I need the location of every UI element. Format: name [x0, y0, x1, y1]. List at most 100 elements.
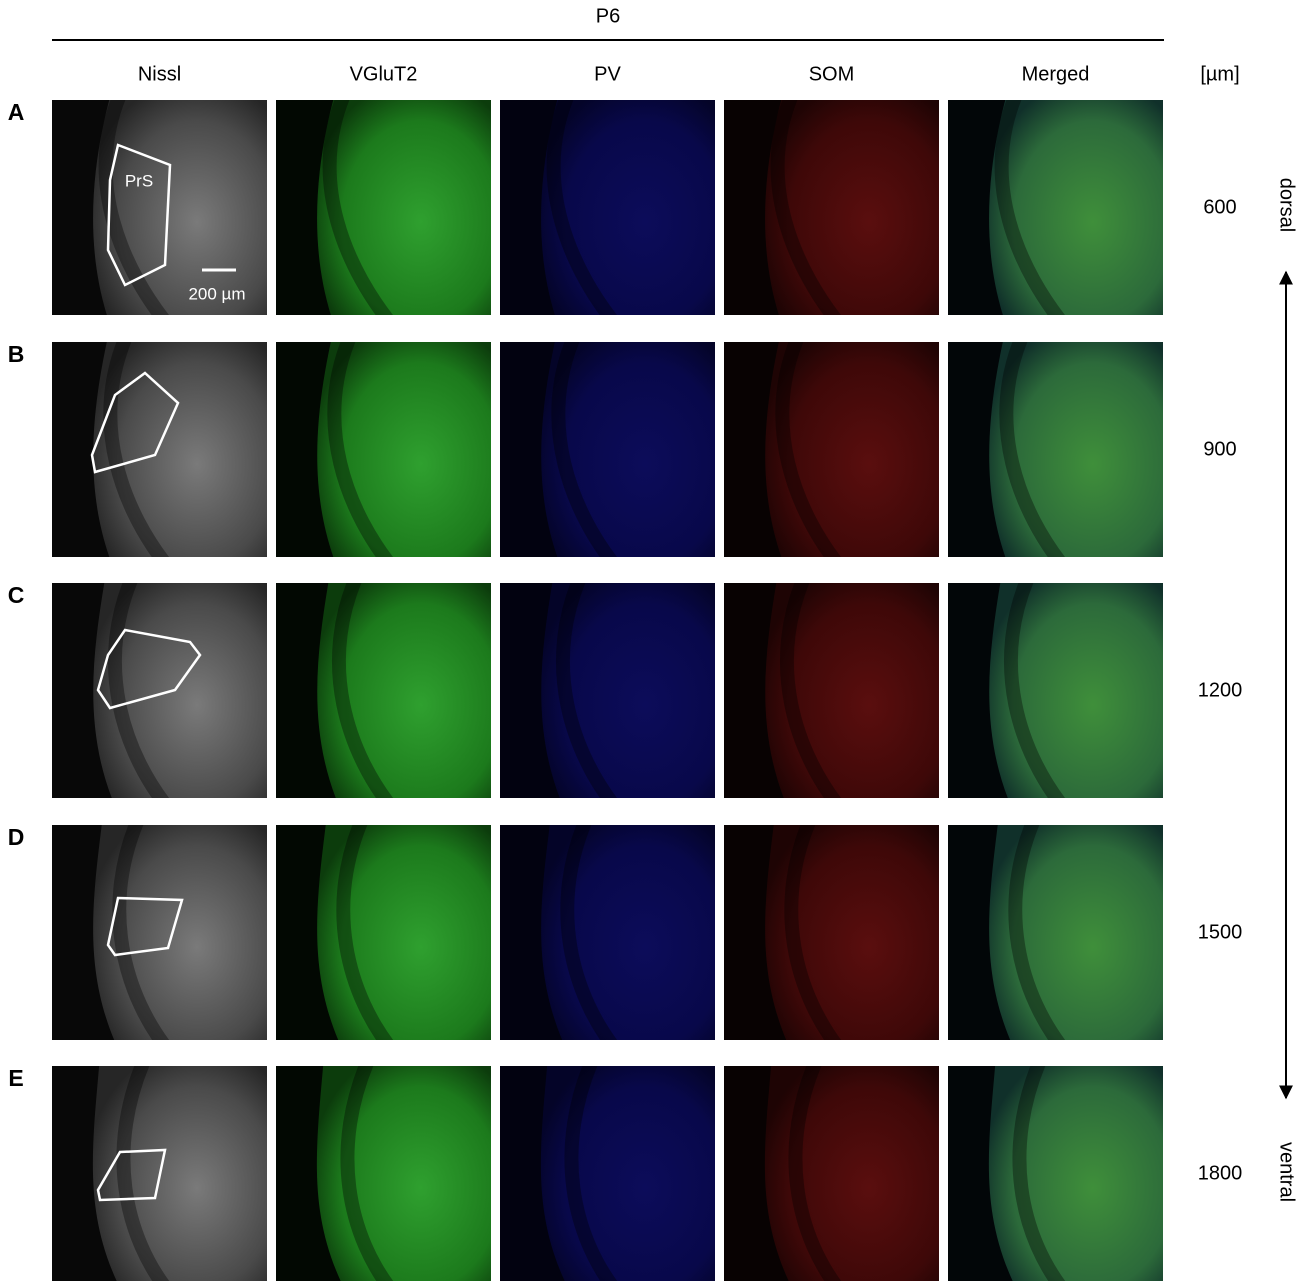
image-panel [724, 583, 939, 798]
image-panel [724, 825, 939, 1040]
tissue-band [564, 1066, 618, 1281]
column-header: VGluT2 [350, 63, 418, 85]
tissue-band [788, 1066, 842, 1281]
tissue [989, 825, 1163, 1040]
depth-label: 600 [1203, 196, 1236, 218]
tissue-band [551, 342, 618, 557]
prs-outline [106, 896, 184, 957]
tissue-band [994, 100, 1065, 315]
depth-label: 1500 [1198, 921, 1243, 943]
dorsal-label: dorsal [1276, 178, 1298, 232]
panel-annotations: PrS 200 µm [125, 171, 246, 303]
tissue-band [1008, 825, 1066, 1040]
tissue [540, 1066, 715, 1281]
row-letter: D [8, 824, 25, 850]
tissue [989, 342, 1163, 557]
unit-label: [µm] [1200, 63, 1239, 85]
header-title: P6 [596, 5, 620, 27]
image-panel [724, 100, 939, 315]
tissue-band [332, 583, 394, 798]
image-panel [500, 583, 715, 798]
tissue-band [556, 583, 618, 798]
image-panel [276, 825, 491, 1040]
tissue [317, 342, 491, 557]
tissue-band [780, 583, 842, 798]
image-panel [276, 100, 491, 315]
tissue-band [340, 1066, 394, 1281]
tissue-band [1012, 1066, 1066, 1281]
depth-label: 1800 [1198, 1162, 1243, 1184]
tissue-band [98, 100, 169, 315]
tissue [317, 583, 491, 798]
tissue [765, 825, 939, 1040]
tissue [316, 1066, 491, 1281]
tissue-band [784, 825, 842, 1040]
image-panel [500, 825, 715, 1040]
image-panel [500, 1066, 715, 1281]
tissue-band [775, 342, 842, 557]
tissue-band [112, 825, 170, 1040]
tissue [989, 583, 1163, 798]
image-panel [948, 1066, 1163, 1281]
ventral-label: ventral [1276, 1142, 1298, 1202]
image-panel [276, 583, 491, 798]
image-panel [948, 342, 1163, 557]
column-header: SOM [809, 63, 855, 85]
tissue [317, 100, 491, 315]
image-panel [276, 342, 491, 557]
tissue [765, 583, 939, 798]
tissue [92, 1066, 267, 1281]
image-panel [52, 342, 267, 557]
tissue-band [103, 342, 170, 557]
tissue-band [546, 100, 617, 315]
tissue [317, 825, 491, 1040]
row-letter: C [8, 582, 25, 608]
tissue [765, 342, 939, 557]
row-letter: E [8, 1065, 23, 1091]
image-panel [500, 100, 715, 315]
depth-label: 900 [1203, 438, 1236, 460]
tissue [93, 825, 267, 1040]
column-header: Merged [1022, 63, 1090, 85]
image-panel [948, 583, 1163, 798]
image-panel [724, 342, 939, 557]
tissue [93, 342, 267, 557]
tissue-band [1004, 583, 1066, 798]
tissue [541, 100, 715, 315]
image-panel [52, 825, 267, 1040]
prs-outline [96, 1148, 167, 1202]
tissue [765, 100, 939, 315]
tissue [93, 583, 267, 798]
tissue-band [336, 825, 394, 1040]
tissue [764, 1066, 939, 1281]
image-panel [52, 583, 267, 798]
tissue-band [322, 100, 393, 315]
image-panel [52, 100, 267, 315]
row-letter: A [8, 99, 25, 125]
row-letter: B [8, 341, 25, 367]
image-panel [948, 100, 1163, 315]
prs-outline [96, 628, 202, 710]
image-panel [724, 1066, 939, 1281]
image-panel [500, 342, 715, 557]
column-header: PV [594, 63, 621, 85]
prs-outline [90, 371, 180, 474]
column-header: Nissl [138, 63, 181, 85]
image-panel [948, 825, 1163, 1040]
tissue [988, 1066, 1163, 1281]
tissue [989, 100, 1163, 315]
tissue-band [999, 342, 1066, 557]
tissue-band [770, 100, 841, 315]
tissue [541, 583, 715, 798]
tissue [93, 100, 267, 315]
scale-bar-label: 200 µm [188, 284, 245, 303]
region-label: PrS [125, 171, 153, 190]
tissue-band [560, 825, 618, 1040]
depth-label: 1200 [1198, 679, 1243, 701]
tissue-band [327, 342, 394, 557]
prs-outline [106, 143, 172, 287]
tissue-band [116, 1066, 170, 1281]
tissue [541, 342, 715, 557]
